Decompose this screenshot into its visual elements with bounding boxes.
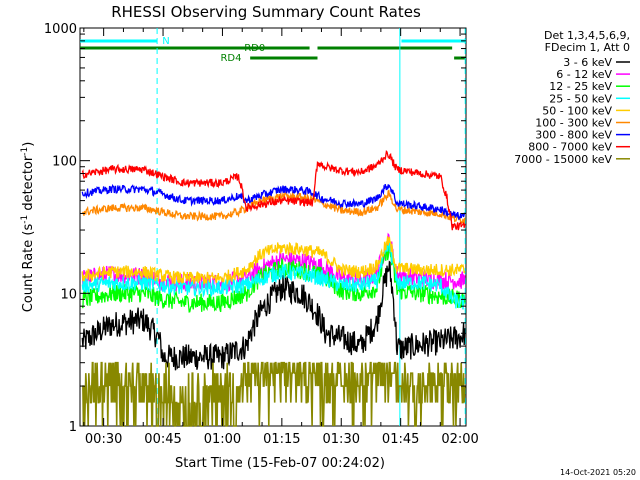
x-tick-label: 01:30 <box>323 432 360 447</box>
series-line <box>81 183 466 220</box>
legend-item-label: 7000 - 15000 keV <box>514 153 612 166</box>
legend-item-label: 25 - 50 keV <box>549 92 612 105</box>
legend-item-label: 50 - 100 keV <box>542 104 612 117</box>
status-bar-label: N <box>162 36 169 47</box>
legend-item-label: 800 - 7000 keV <box>528 141 612 154</box>
series-line <box>82 361 466 427</box>
y-tick-label: 1000 <box>44 22 77 37</box>
y-tick-label: 10 <box>60 287 77 302</box>
x-tick-label: 00:30 <box>85 432 122 447</box>
x-axis-label: Start Time (15-Feb-07 00:24:02) <box>175 456 385 471</box>
y-axis-label-end: ) <box>21 142 36 147</box>
y-axis-label-sup2: -1 <box>20 147 30 156</box>
y-tick-label: 100 <box>52 155 77 170</box>
vertical-markers <box>156 28 466 426</box>
chart-title: RHESSI Observing Summary Count Rates <box>111 3 421 21</box>
y-tick-label: 1 <box>69 420 77 435</box>
y-axis-label-sup1: -1 <box>20 215 30 224</box>
y-axis-label-mid: detector <box>21 155 36 215</box>
legend-item-label: 6 - 12 keV <box>556 68 612 81</box>
footer-date: 14-Oct-2021 05:20 <box>560 468 636 477</box>
x-tick-label: 00:45 <box>144 432 181 447</box>
legend-header-2: FDecim 1, Att 0 <box>545 41 630 54</box>
axis-ticks: 00:30 00:45 01:00 01:15 01:30 01:45 02:00 1 10 10… <box>44 22 479 447</box>
y-axis-label: Count Rate (s-1 detector-1) <box>20 142 36 313</box>
series-lines <box>81 150 466 427</box>
series-line <box>81 236 466 286</box>
series-line <box>81 239 466 310</box>
status-bar-label: RD4 <box>220 53 241 64</box>
x-tick-label: 01:45 <box>382 432 419 447</box>
series-line <box>81 260 466 371</box>
x-tick-label: 01:15 <box>263 432 300 447</box>
legend-item-label: 100 - 300 keV <box>535 117 612 130</box>
legend: Det 1,3,4,5,6,9, FDecim 1, Att 0 3 - 6 k… <box>514 29 630 166</box>
legend-item-label: 12 - 25 keV <box>549 80 612 93</box>
y-axis-label-main: Count Rate (s <box>21 224 36 313</box>
legend-item-label: 300 - 800 keV <box>535 129 612 142</box>
plot-frame <box>79 27 467 427</box>
series-line <box>81 243 466 313</box>
legend-header-1: Det 1,3,4,5,6,9, <box>544 29 630 42</box>
legend-item-label: 3 - 6 keV <box>563 56 612 69</box>
x-tick-label: 02:00 <box>441 432 478 447</box>
x-tick-label: 01:00 <box>204 432 241 447</box>
series-line <box>81 150 466 231</box>
status-bar-label: RD0 <box>244 43 265 54</box>
